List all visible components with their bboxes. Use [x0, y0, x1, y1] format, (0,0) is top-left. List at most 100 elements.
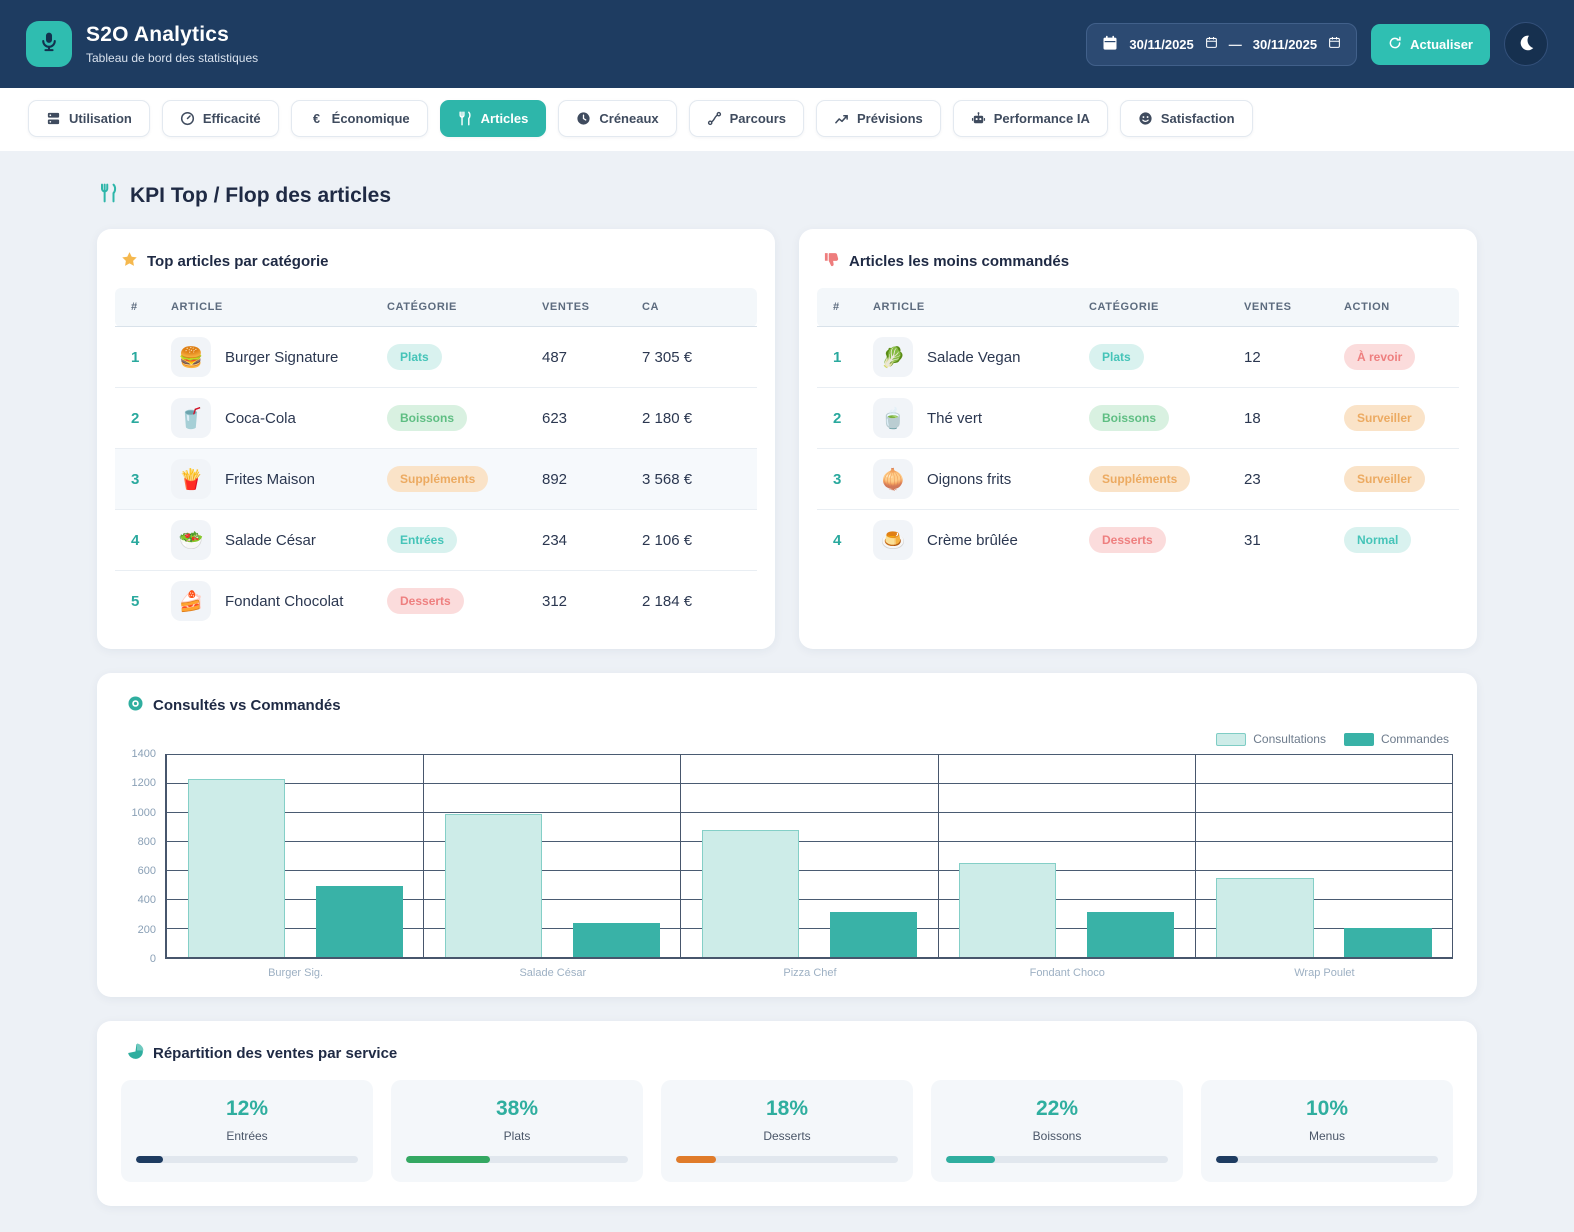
brand-text: S2O Analytics Tableau de bord des statis… [86, 23, 258, 65]
tab-label: Économique [331, 111, 410, 126]
food-icon: 🍵 [873, 398, 913, 438]
ventes-value: 12 [1234, 326, 1334, 388]
tab-label: Performance IA [993, 111, 1090, 126]
article-name: Fondant Chocolat [225, 592, 344, 610]
top-articles-card: Top articles par catégorie # ARTICLE CATÉG… [97, 229, 775, 649]
chart-card: Consultés vs Commandés Consultations Comm… [97, 673, 1477, 997]
column-header: CA [632, 288, 757, 327]
rank: 4 [115, 509, 161, 571]
tab-articles[interactable]: Articles [439, 100, 547, 137]
date-range-picker[interactable]: 30/11/2025 — 30/11/2025 [1086, 22, 1358, 66]
rank: 5 [115, 570, 161, 631]
article-name: Coca-Cola [225, 409, 296, 427]
column-header: # [817, 288, 863, 327]
stat-percent: 18% [765, 1097, 809, 1120]
article-cell: 🍮 Crème brûlée [873, 520, 1069, 560]
tab-label: Créneaux [599, 111, 659, 126]
bar-group [939, 754, 1196, 957]
article-name: Crème brûlée [927, 531, 1018, 549]
tab-efficacite[interactable]: Efficacité [161, 100, 279, 137]
refresh-label: Actualiser [1410, 36, 1473, 52]
commandes-bar [830, 912, 918, 957]
gridline [167, 783, 1453, 784]
date-from[interactable]: 30/11/2025 [1129, 36, 1194, 52]
top-articles-table: # ARTICLE CATÉGORIE VENTES CA 1 🍔 Burger Signa… [115, 288, 757, 631]
article-name: Burger Signature [225, 348, 339, 366]
microphone-icon [38, 31, 60, 58]
article-cell: 🧅 Oignons frits [873, 459, 1069, 499]
ventes-value: 23 [1234, 448, 1334, 510]
stat-label: Menus [1308, 1129, 1346, 1143]
rank: 1 [817, 326, 863, 388]
date-to-calendar-icon[interactable] [1328, 36, 1341, 52]
flop-articles-title: Articles les moins commandés [823, 251, 1453, 272]
category-badge: Suppléments [387, 466, 489, 492]
stat-label: Entrées [226, 1129, 268, 1143]
food-icon: 🥗 [171, 520, 211, 560]
food-icon: 🍮 [873, 520, 913, 560]
legend-swatch [1216, 732, 1247, 746]
chart-plot [165, 754, 1454, 959]
svg-text:€: € [313, 112, 320, 126]
progress-fill [946, 1156, 995, 1163]
dark-mode-toggle[interactable] [1504, 22, 1548, 66]
stat-percent: 38% [495, 1097, 539, 1120]
tab-previsions[interactable]: Prévisions [816, 100, 941, 137]
tab-label: Articles [480, 111, 529, 126]
tab-label: Satisfaction [1160, 111, 1235, 126]
article-cell: 🍰 Fondant Chocolat [171, 581, 367, 621]
progress-fill [136, 1156, 163, 1163]
gridline [167, 870, 1453, 871]
food-icon: 🍟 [171, 459, 211, 499]
tab-performance-ia[interactable]: Performance IA [952, 100, 1108, 137]
article-cell: 🥗 Salade César [171, 520, 367, 560]
ventes-value: 892 [532, 448, 632, 510]
thumbs-down-icon [823, 251, 840, 272]
refresh-button[interactable]: Actualiser [1371, 23, 1490, 65]
article-cell: 🍵 Thé vert [873, 398, 1069, 438]
app-logo [26, 21, 72, 67]
gridline [167, 928, 1453, 929]
app-subtitle: Tableau de bord des statistiques [86, 51, 259, 65]
flop-articles-card: Articles les moins commandés # ARTICLE CAT… [799, 229, 1477, 649]
gridline [167, 754, 1453, 755]
cutlery-icon [458, 111, 473, 126]
x-axis-label: Pizza Chef [783, 967, 837, 979]
food-icon: 🥤 [171, 398, 211, 438]
category-badge: Plats [387, 344, 442, 370]
tab-satisfaction[interactable]: Satisfaction [1119, 100, 1253, 137]
server-icon [46, 111, 61, 126]
stat-label: Desserts [763, 1129, 811, 1143]
stat-label: Boissons [1032, 1129, 1082, 1143]
route-icon [707, 111, 722, 126]
ca-value: 2 184 € [632, 570, 757, 631]
bar-group [681, 754, 939, 957]
action-badge: À revoir [1344, 344, 1416, 370]
category-badge: Desserts [387, 588, 464, 614]
table-row: 1 🍔 Burger Signature Plats 487 7 305 € [115, 326, 757, 388]
eye-icon [127, 695, 144, 716]
food-icon: 🍰 [171, 581, 211, 621]
tab-economique[interactable]: € Économique [290, 100, 428, 137]
y-axis-label: 1400 [131, 748, 156, 760]
tab-parcours[interactable]: Parcours [688, 100, 804, 137]
column-header: CATÉGORIE [1079, 288, 1234, 327]
date-from-calendar-icon[interactable] [1205, 36, 1218, 52]
rank: 2 [115, 387, 161, 449]
progress-track [946, 1156, 1168, 1163]
article-cell: 🥬 Salade Vegan [873, 337, 1069, 377]
y-axis-label: 600 [137, 865, 156, 878]
article-name: Thé vert [927, 409, 983, 427]
main-content: KPI Top / Flop des articles Top articles… [97, 183, 1477, 1206]
column-header: # [115, 288, 161, 327]
date-range-separator: — [1228, 36, 1242, 52]
tab-creneaux[interactable]: Créneaux [558, 100, 677, 137]
consultations-bar [187, 778, 285, 957]
date-to[interactable]: 30/11/2025 [1252, 36, 1318, 52]
legend-label: Consultations [1253, 732, 1326, 746]
commandes-bar [1087, 911, 1175, 957]
tab-utilisation[interactable]: Utilisation [28, 100, 150, 137]
category-badge: Entrées [387, 527, 458, 553]
column-header: CATÉGORIE [377, 288, 532, 327]
rank: 1 [115, 326, 161, 388]
